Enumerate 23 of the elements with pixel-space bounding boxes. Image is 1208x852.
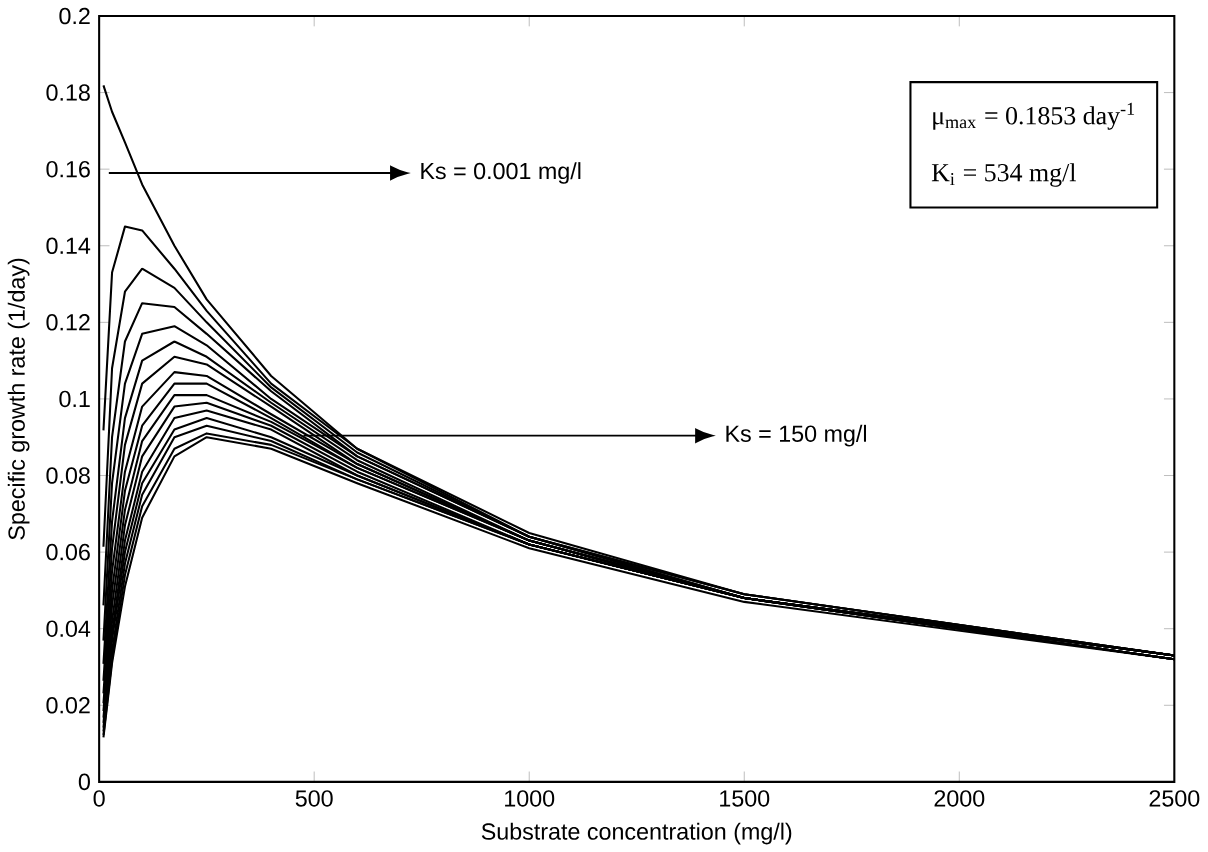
y-tick-label: 0.2 <box>59 7 90 25</box>
x-tick-label: 0 <box>93 790 105 807</box>
y-axis-title: Specific growth rate (1/day) <box>7 258 30 540</box>
annotation: Ks = 150 mg/l <box>726 424 866 447</box>
y-tick-label: 0.04 <box>46 620 91 637</box>
annotation: Ks = 0.001 mg/l <box>421 162 581 184</box>
y-tick-label: 0.08 <box>46 467 90 484</box>
annotation: μ$_{max}$ = 0.1853 day$^{-1}$ <box>933 102 1135 130</box>
y-tick-label: 0.18 <box>46 84 90 101</box>
x-tick-label: 2500 <box>1149 790 1200 807</box>
x-tick-label: 1500 <box>720 790 770 807</box>
y-tick-label: 0.1 <box>59 390 90 408</box>
y-tick-label: 0.02 <box>46 696 90 714</box>
x-tick-label: 500 <box>295 790 333 807</box>
y-tick-label: 0.12 <box>46 314 90 331</box>
x-axis-title: Substrate concentration (mg/l) <box>481 822 792 845</box>
annotation: K$_{i}$ = 534 mg/l <box>931 163 1076 187</box>
x-tick-label: 2000 <box>934 790 985 807</box>
y-tick-label: 0.06 <box>46 543 90 561</box>
y-tick-label: 0.16 <box>46 160 90 178</box>
y-tick-label: 0 <box>78 773 90 791</box>
x-tick-label: 1000 <box>505 790 555 807</box>
y-tick-label: 0.14 <box>46 237 91 254</box>
